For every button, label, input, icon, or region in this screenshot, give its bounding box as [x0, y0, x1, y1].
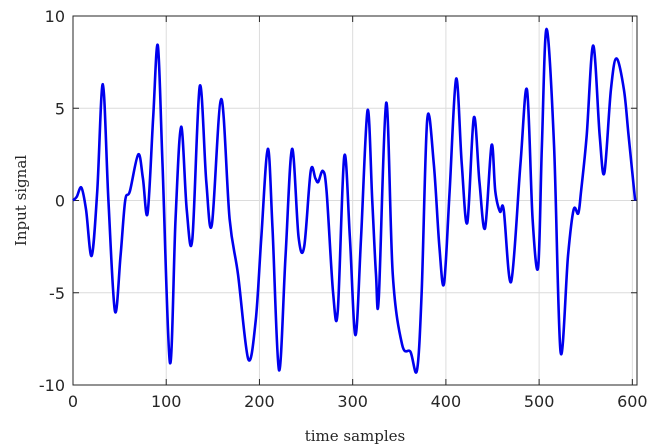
x-tick-label: 100	[151, 392, 182, 411]
x-tick-label: 0	[68, 392, 78, 411]
x-tick-label: 400	[431, 392, 462, 411]
y-tick-label: -10	[39, 376, 65, 395]
x-tick-label: 200	[244, 392, 275, 411]
y-tick-label: -5	[49, 284, 65, 303]
series	[72, 27, 637, 374]
y-tick-label: 5	[55, 99, 65, 118]
y-tick-label: 0	[55, 192, 65, 211]
signal-line	[72, 27, 637, 374]
x-tick-label: 600	[617, 392, 648, 411]
x-tick-label: 300	[337, 392, 368, 411]
y-tick-label: 10	[45, 7, 65, 26]
x-tick-label: 500	[524, 392, 555, 411]
axis-ticks: 0 100 200 300 400 500 600 -10 -5 0 5 10	[39, 7, 648, 411]
x-axis-label: time samples	[305, 427, 406, 445]
y-axis-label: Input signal	[12, 155, 30, 246]
